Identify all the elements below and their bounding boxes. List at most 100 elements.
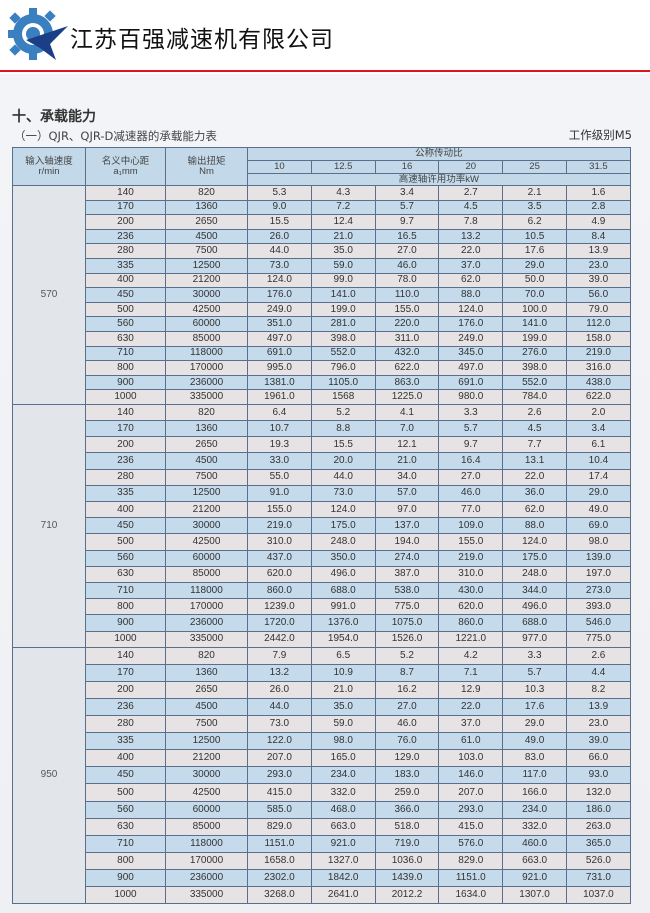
table-row: 560 60000 437.0 350.0 274.0 219.0 175.0 139.0 [13,549,631,567]
center-distance-cell: 1000 [85,886,166,905]
center-distance-cell: 800 [85,851,166,870]
torque-cell: 7500 [165,715,248,734]
power-cell: 78.0 [374,272,440,289]
power-cell: 293.0 [247,766,312,785]
torque-cell: 2650 [165,214,248,230]
power-cell: 194.0 [374,533,440,551]
power-cell: 12.1 [374,436,440,454]
table-row: 236 4500 33.0 20.0 21.0 16.4 13.1 10.4 [13,452,631,470]
power-cell: 13.1 [502,452,567,470]
torque-cell: 820 [165,185,248,201]
center-distance-cell: 280 [85,468,166,486]
power-cell: 437.0 [247,549,312,567]
table-row: 236 4500 26.0 21.0 16.5 13.2 10.5 8.4 [13,228,631,245]
power-cell: 79.0 [565,301,631,318]
power-cell: 784.0 [502,389,567,405]
center-distance-cell: 500 [85,783,166,802]
center-distance-cell: 900 [85,374,166,391]
power-cell: 829.0 [438,851,504,870]
power-cell: 310.0 [438,565,504,583]
power-cell: 10.3 [502,680,567,700]
torque-cell: 820 [165,403,248,422]
power-cell: 15.5 [247,214,312,230]
power-cell: 8.7 [374,663,440,682]
power-cell: 248.0 [502,565,567,583]
power-cell: 109.0 [438,517,504,535]
power-cell: 1.6 [565,185,631,201]
power-cell: 26.0 [247,228,312,245]
torque-cell: 118000 [165,345,248,362]
power-cell: 141.0 [502,316,567,332]
torque-cell: 820 [165,646,248,665]
power-cell: 124.0 [247,272,312,289]
torque-cell: 335000 [165,389,248,405]
power-cell: 7.8 [438,214,504,230]
power-cell: 155.0 [247,501,312,519]
table-row: 950 140 820 7.9 6.5 5.2 4.2 3.3 2.6 [12,646,631,905]
power-cell: 62.0 [438,272,504,289]
power-cell: 496.0 [502,598,567,616]
power-cell: 176.0 [247,287,312,303]
power-cell: 44.0 [310,468,376,486]
torque-cell: 335000 [165,630,248,648]
power-cell: 110.0 [374,287,440,303]
power-cell: 73.0 [247,715,312,734]
power-cell: 1037.0 [565,886,631,905]
power-cell: 39.0 [565,732,631,751]
power-cell: 27.0 [438,468,504,486]
power-cell: 112.0 [565,316,631,332]
power-cell: 1075.0 [374,614,440,632]
power-cell: 166.0 [502,783,567,802]
power-cell: 538.0 [374,581,440,600]
work-grade: 工作级别M5 [568,128,632,142]
power-cell: 7.1 [438,663,504,682]
power-cell: 77.0 [438,501,504,519]
power-cell: 2.7 [438,185,504,201]
power-cell: 1307.0 [502,886,567,905]
center-distance-cell: 170 [85,199,166,216]
power-cell: 22.0 [438,243,504,259]
power-cell: 220.0 [374,316,440,332]
power-cell: 1658.0 [247,851,312,870]
page-header: 江苏百强减速机有限公司 [0,0,650,70]
center-distance-cell: 630 [85,330,166,347]
center-distance-cell: 710 [85,345,166,362]
power-cell: 3.3 [438,403,504,422]
table-row: 630 85000 829.0 663.0 518.0 415.0 332.0 263.0 [13,817,631,836]
power-cell: 23.0 [565,257,631,274]
power-cell: 88.0 [438,287,504,303]
torque-cell: 12500 [165,257,248,274]
power-cell: 5.7 [502,663,567,682]
power-cell: 2.6 [502,403,567,422]
center-distance-cell: 560 [85,800,166,819]
power-cell: 518.0 [374,817,440,836]
table-row: 570 140 820 5.3 4.3 3.4 2.7 2.1 1.6 [12,185,631,405]
center-distance-cell: 170 [85,420,166,438]
power-cell: 546.0 [565,614,631,632]
power-cell: 73.0 [247,257,312,274]
power-cell: 276.0 [502,345,567,362]
power-cell: 4.1 [374,403,440,422]
center-distance-cell: 1000 [85,389,166,405]
power-cell: 124.0 [438,301,504,318]
power-cell: 199.0 [310,301,376,318]
center-distance-cell: 335 [85,732,166,751]
power-cell: 27.0 [374,243,440,259]
power-cell: 576.0 [438,834,504,853]
table-row: 500 42500 415.0 332.0 259.0 207.0 166.0 132.0 [13,783,631,802]
torque-cell: 12500 [165,484,248,503]
power-cell: 5.7 [374,199,440,216]
center-distance-cell: 280 [85,243,166,259]
power-cell: 4.3 [310,185,376,201]
power-cell: 1376.0 [310,614,376,632]
power-cell: 207.0 [247,749,312,768]
torque-cell: 170000 [165,851,248,870]
table-row: 400 21200 207.0 165.0 129.0 103.0 83.0 66.0 [13,749,631,768]
power-cell: 622.0 [374,360,440,376]
torque-cell: 335000 [165,886,248,905]
power-cell: 1221.0 [438,630,504,648]
power-cell: 719.0 [374,834,440,853]
power-cell: 1720.0 [247,614,312,632]
center-distance-cell: 200 [85,436,166,454]
power-cell: 234.0 [310,766,376,785]
